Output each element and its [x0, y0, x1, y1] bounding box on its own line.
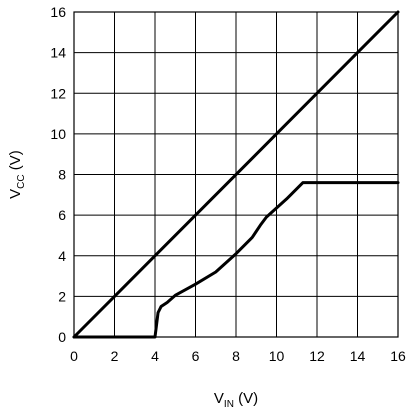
- x-tick-label-4: 8: [232, 348, 240, 364]
- x-axis-label-unit: (V): [234, 390, 258, 407]
- x-tick-labels: 0 2 4 6 8 10 12 14 16: [70, 348, 406, 364]
- x-tick-label-6: 12: [309, 348, 325, 364]
- y-axis-label-sub: CC: [16, 174, 27, 188]
- x-axis-label-sub: IN: [224, 399, 234, 410]
- x-tick-label-3: 6: [192, 348, 200, 364]
- series-line-1: [72, 181, 400, 339]
- y-axis-label-main: V: [7, 189, 24, 199]
- y-tick-label-5: 10: [50, 126, 66, 142]
- y-axis-label-unit: (V): [7, 150, 24, 174]
- x-axis-label-main: V: [214, 390, 224, 407]
- x-tick-label-8: 16: [390, 348, 406, 364]
- plot-frame: [73, 11, 399, 338]
- x-tick-label-5: 10: [269, 348, 285, 364]
- y-tick-label-6: 12: [50, 85, 66, 101]
- x-axis-label: VIN (V): [214, 390, 258, 410]
- x-tick-label-2: 4: [151, 348, 159, 364]
- series-line-0: [72, 10, 400, 339]
- y-tick-label-7: 14: [50, 45, 66, 61]
- y-tick-label-3: 6: [58, 207, 66, 223]
- y-tick-label-8: 16: [50, 4, 66, 20]
- x-tick-label-7: 14: [350, 348, 366, 364]
- y-tick-label-1: 2: [58, 288, 66, 304]
- y-axis-label: VCC (V): [7, 150, 27, 199]
- x-tick-label-1: 2: [111, 348, 119, 364]
- y-tick-labels: 0 2 4 6 8 10 12 14 16: [50, 4, 66, 345]
- y-tick-label-4: 8: [58, 167, 66, 183]
- y-tick-label-0: 0: [58, 329, 66, 345]
- y-tick-label-2: 4: [58, 248, 66, 264]
- series-group: [72, 10, 400, 339]
- x-tick-label-0: 0: [70, 348, 78, 364]
